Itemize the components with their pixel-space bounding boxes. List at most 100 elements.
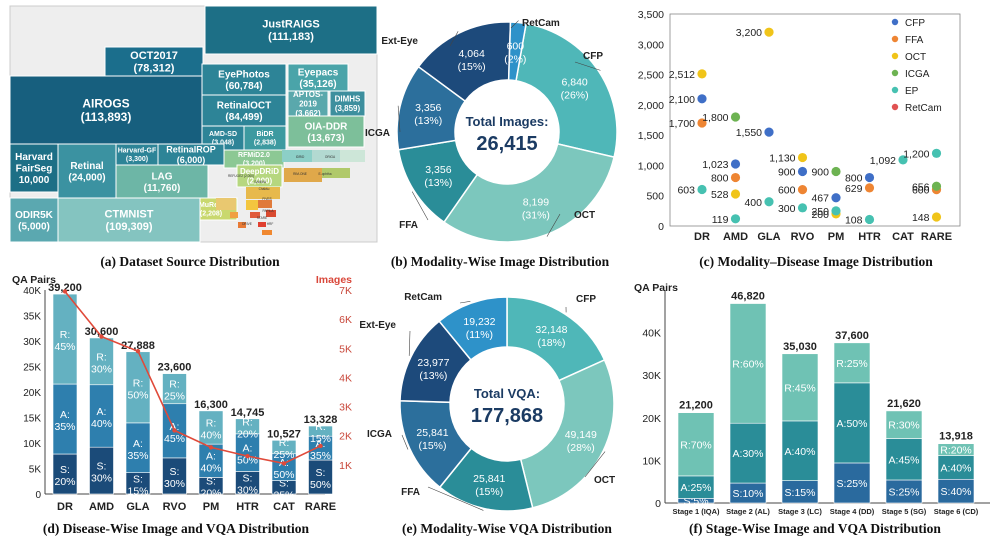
stage-segment-label: R:25% bbox=[836, 358, 868, 370]
caption-c: (c) Modality–Disease Image Distribution bbox=[699, 254, 933, 269]
bar-segment-pct: 25% bbox=[273, 449, 294, 461]
scatter-data-label: 1,023 bbox=[702, 159, 728, 171]
scatter-data-label: 528 bbox=[711, 189, 729, 201]
treemap-value: (3,048) bbox=[212, 140, 234, 147]
caption-b: (b) Modality-Wise Image Distribution bbox=[391, 254, 610, 269]
treemap-name: Harvard bbox=[15, 152, 53, 163]
bar-segment-key: A: bbox=[60, 409, 70, 421]
treemap-value: (13,673) bbox=[307, 133, 344, 144]
stage-segment-label: R:70% bbox=[680, 439, 712, 451]
bar-segment-pct: 45% bbox=[54, 341, 75, 353]
stage-segment-label: A:40% bbox=[785, 446, 816, 458]
scatter-point-ep bbox=[864, 214, 875, 225]
bar-segment-key: S: bbox=[170, 466, 180, 478]
bar-segment-pct: 40% bbox=[200, 429, 221, 441]
scatter-point-ffa bbox=[864, 183, 875, 193]
scatter-data-label: 2,512 bbox=[669, 69, 695, 81]
treemap-tile-rect bbox=[57, 143, 117, 199]
stage-segment-label: A:40% bbox=[941, 462, 972, 474]
bar-y2-axis-title: Images bbox=[316, 274, 352, 286]
treemap-tile-bidr: BiDR (2,838) bbox=[243, 125, 287, 151]
bar-y2-tick: 4K bbox=[339, 372, 352, 384]
bar-x-tick-pm: PM bbox=[203, 501, 220, 513]
scatter-data-label: 1,130 bbox=[769, 153, 795, 165]
donut-leader-line bbox=[574, 61, 601, 71]
stage-segment-label: A:50% bbox=[837, 418, 868, 430]
bar-segment-key: R: bbox=[133, 377, 144, 389]
bar-y-tick: 5K bbox=[29, 465, 42, 476]
bar-segment-key: R: bbox=[60, 329, 71, 341]
treemap-tile-dimhs: DIMHS(3,859) bbox=[329, 90, 366, 117]
donut-center-title: Total Images: bbox=[466, 114, 549, 129]
images-line bbox=[64, 290, 321, 465]
donut-value-ext-eye: 23,977 bbox=[417, 357, 449, 369]
bar-segment-a bbox=[52, 383, 78, 455]
treemap-small-tile bbox=[246, 200, 258, 210]
bar-segment-a bbox=[89, 384, 114, 448]
donut-leader-line bbox=[427, 486, 484, 511]
legend-label-cfp: CFP bbox=[905, 18, 925, 29]
donut-label-ffa: FFA bbox=[401, 487, 420, 498]
donut-label-cfp: CFP bbox=[583, 51, 603, 62]
donut-value-cfp: 32,148 bbox=[535, 324, 567, 336]
bar-segment-r bbox=[198, 410, 224, 445]
donut-slice-retcam bbox=[438, 296, 508, 361]
bar-y-axis-title: QA Pairs bbox=[12, 274, 56, 286]
treemap-tile-lag: LAG(11,760) bbox=[115, 164, 209, 199]
treemap-name: EyePhotos bbox=[218, 69, 270, 80]
donut-value-retcam: 19,232 bbox=[463, 316, 495, 328]
legend-marker-cfp bbox=[891, 18, 899, 26]
scatter-point-cfp bbox=[864, 172, 875, 183]
legend-label-oct: OCT bbox=[905, 52, 926, 63]
donut-slice-oct bbox=[519, 358, 615, 509]
treemap-tiny-label: DRIVE bbox=[242, 222, 252, 226]
stage-segment-label: S:15% bbox=[785, 487, 816, 499]
stage-total-label: 46,820 bbox=[731, 291, 765, 303]
images-line-point bbox=[208, 445, 214, 450]
scatter-point-ep bbox=[730, 214, 741, 224]
legend-label-ffa: FFA bbox=[905, 35, 924, 46]
treemap-tile-justraigs: JustRAIGS(111,183) bbox=[204, 5, 378, 55]
treemap-small-tile bbox=[238, 222, 246, 228]
scatter-point-oct bbox=[797, 152, 808, 163]
stage-y-axis-title: QA Pairs bbox=[634, 282, 678, 294]
bar-segment-r bbox=[235, 418, 260, 435]
stage-segment-a bbox=[781, 420, 819, 481]
scatter-point-cfp bbox=[730, 159, 741, 169]
donut-leader-line bbox=[459, 301, 471, 304]
legend-marker-retcam bbox=[891, 103, 899, 111]
donut-label-cfp: CFP bbox=[576, 294, 596, 305]
bar-segment-key: A: bbox=[97, 406, 107, 418]
stage-segment-a bbox=[885, 438, 923, 481]
treemap-value: (3,859) bbox=[335, 104, 361, 113]
scatter-x-tick-gla: GLA bbox=[757, 231, 780, 243]
treemap-name: RFMiD2.0 bbox=[238, 152, 270, 159]
stage-y-tick: 30K bbox=[642, 370, 661, 382]
treemap-tiny-label: FIVES bbox=[262, 197, 271, 201]
treemap-tile-eyepacs: Eyepacs(35,126) bbox=[287, 63, 349, 92]
stage-x-tick-stage-1-iqa: Stage 1 (IQA) bbox=[672, 507, 720, 516]
bar-total-label: 16,300 bbox=[194, 399, 228, 411]
bar-segment-r bbox=[89, 337, 114, 386]
legend-marker-oct bbox=[891, 52, 899, 60]
stage-x-tick-stage-6-cd: Stage 6 (CD) bbox=[934, 507, 979, 516]
treemap-tile-rect bbox=[287, 115, 365, 148]
donut-label-retcam: RetCam bbox=[522, 18, 560, 29]
treemap-value: (60,784) bbox=[225, 81, 262, 92]
bar-x-tick-htr: HTR bbox=[236, 501, 259, 513]
treemap-tile-rect bbox=[57, 197, 201, 243]
bar-y2-tick: 6K bbox=[339, 314, 352, 326]
donut-value-icga: 3,356 bbox=[415, 102, 441, 114]
scatter-y-tick: 1,000 bbox=[638, 160, 664, 172]
stage-total-label: 21,200 bbox=[679, 400, 713, 412]
scatter-y-tick: 0 bbox=[658, 221, 664, 233]
bar-segment-r bbox=[125, 351, 151, 424]
treemap-tiny-label: Chákšu bbox=[259, 187, 270, 191]
scatter-point-ep bbox=[697, 184, 707, 195]
donut-value-cfp: 6,840 bbox=[561, 76, 587, 88]
stage-segment-r bbox=[937, 443, 975, 456]
scatter-point-ffa bbox=[697, 118, 707, 128]
treemap-tile-rect bbox=[287, 90, 329, 117]
bar-segment-key: R: bbox=[279, 437, 290, 449]
treemap-name: AIROGS bbox=[82, 96, 129, 110]
